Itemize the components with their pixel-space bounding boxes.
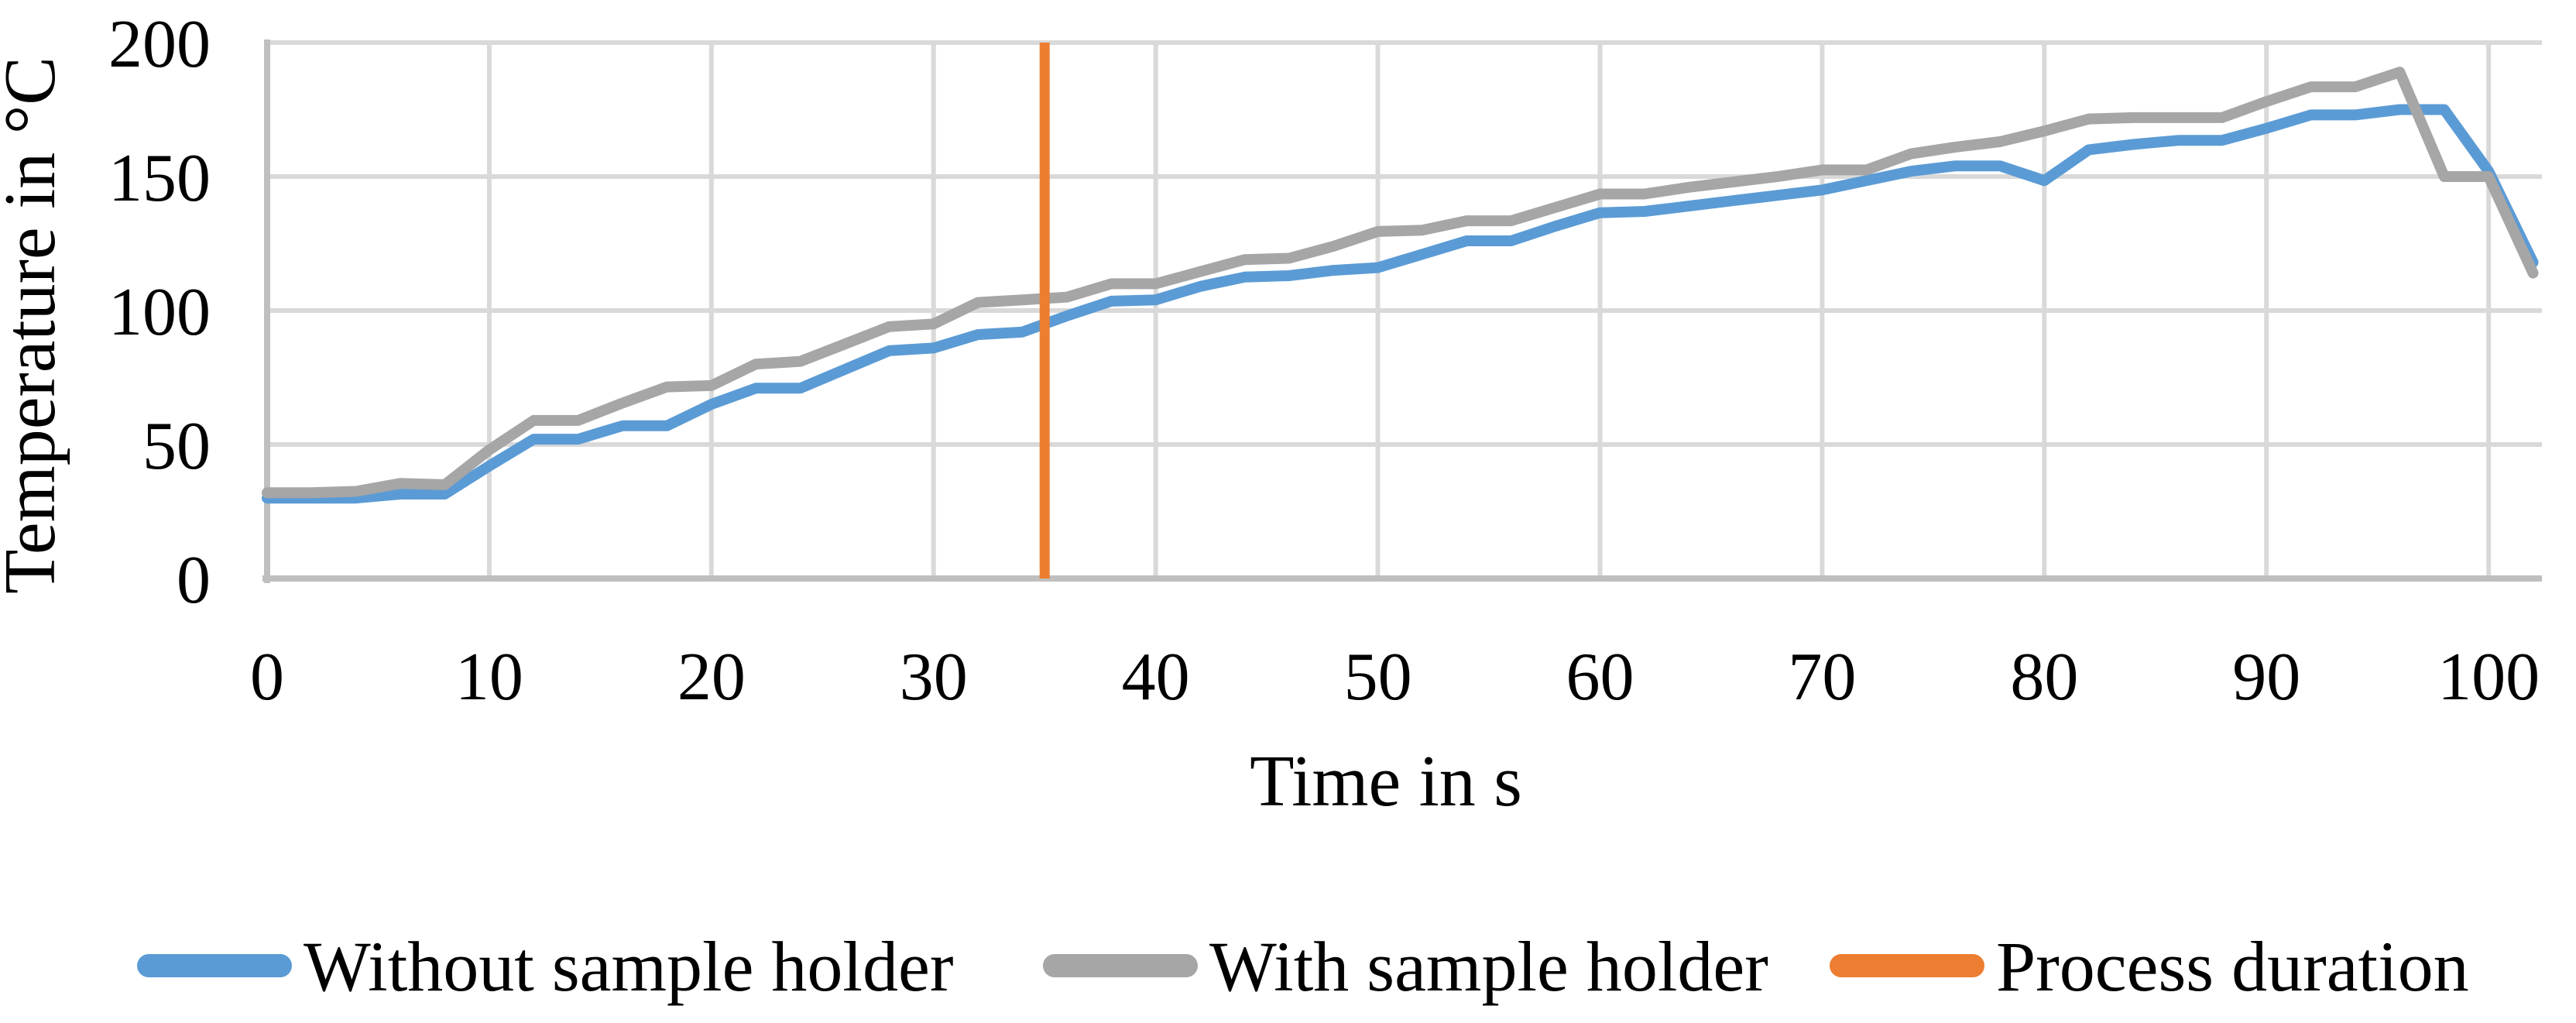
x-tick-label: 80 bbox=[2010, 640, 2078, 715]
x-axis-title: Time in s bbox=[1250, 741, 1522, 822]
x-tick-label: 60 bbox=[1566, 640, 1634, 715]
legend-label-process-duration: Process duration bbox=[1996, 927, 2469, 1006]
legend-label-with-sample-holder: With sample holder bbox=[1209, 927, 1768, 1006]
series-line-1 bbox=[262, 67, 2539, 499]
x-tick-label: 70 bbox=[1788, 640, 1856, 715]
series-line-0 bbox=[262, 104, 2539, 504]
tick-labels: 0 10 20 30 40 50 60 70 80 90 100 0 50 100 150 200 bbox=[108, 7, 2540, 715]
x-tick-label: 20 bbox=[677, 640, 746, 715]
x-tick-label: 100 bbox=[2437, 640, 2540, 715]
y-tick-label: 100 bbox=[108, 275, 211, 350]
grid-lines bbox=[267, 40, 2542, 578]
legend: Without sample holder With sample holder… bbox=[137, 927, 2469, 1006]
x-tick-label: 30 bbox=[900, 640, 968, 715]
y-tick-label: 150 bbox=[108, 141, 211, 216]
legend-label-without-sample-holder: Without sample holder bbox=[304, 927, 953, 1006]
x-tick-label: 40 bbox=[1122, 640, 1190, 715]
y-tick-label: 200 bbox=[108, 7, 211, 82]
x-tick-label: 90 bbox=[2232, 640, 2300, 715]
y-axis-title: Temperature in °C bbox=[0, 57, 70, 594]
x-tick-label: 10 bbox=[455, 640, 523, 715]
x-tick-label: 50 bbox=[1344, 640, 1412, 715]
x-tick-label: 0 bbox=[250, 640, 284, 715]
y-tick-label: 0 bbox=[177, 543, 211, 618]
y-tick-label: 50 bbox=[142, 409, 211, 484]
data-series-lines bbox=[262, 43, 2539, 578]
